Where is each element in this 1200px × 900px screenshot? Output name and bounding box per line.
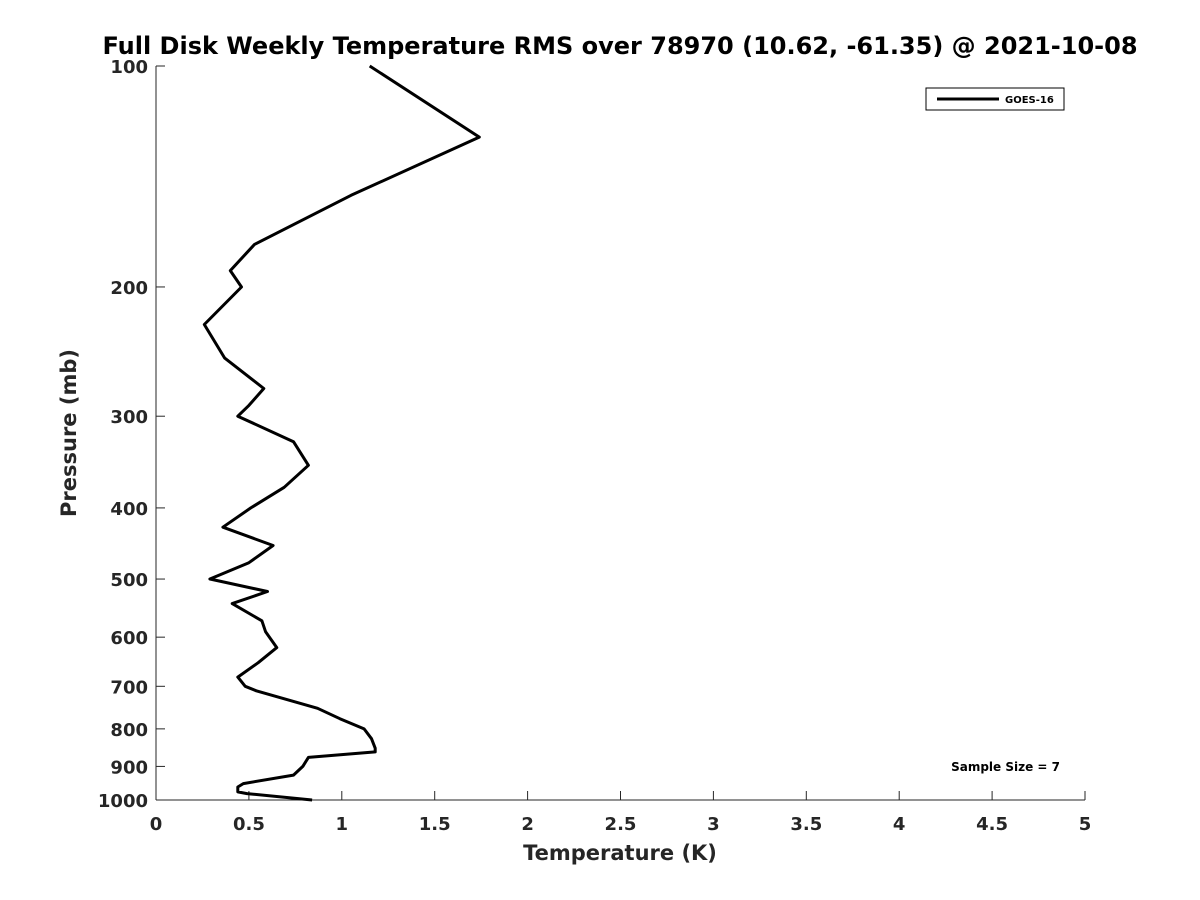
x-tick-label: 3.5 [790, 814, 822, 835]
chart-title: Full Disk Weekly Temperature RMS over 78… [102, 32, 1137, 60]
y-tick-label: 100 [110, 57, 148, 78]
y-tick-label: 800 [110, 720, 148, 741]
y-axis-label: Pressure (mb) [57, 349, 81, 517]
y-tick-label: 900 [110, 757, 148, 778]
y-tick-label: 300 [110, 407, 148, 428]
x-tick-label: 5 [1079, 814, 1092, 835]
y-tick-label: 400 [110, 499, 148, 520]
y-tick-label: 600 [110, 628, 148, 649]
y-tick-label: 700 [110, 677, 148, 698]
legend-label: GOES-16 [1005, 95, 1054, 106]
x-axis-label: Temperature (K) [523, 841, 717, 865]
x-axis-ticks: 0 0.5 1 1.5 2 2.5 3 3.5 4 4.5 5 [150, 791, 1092, 835]
y-tick-label: 200 [110, 278, 148, 299]
x-tick-label: 2 [521, 814, 534, 835]
x-tick-label: 1.5 [419, 814, 451, 835]
legend: GOES-16 [925, 87, 1065, 111]
x-tick-label: 4.5 [976, 814, 1008, 835]
x-tick-label: 1 [336, 814, 349, 835]
y-axis-ticks: 100 200 300 400 500 600 700 800 900 1000 [98, 57, 165, 812]
plot-area [155, 66, 1085, 801]
series-line-goes16 [202, 64, 481, 802]
x-tick-label: 2.5 [605, 814, 637, 835]
y-tick-label: 1000 [98, 791, 148, 812]
sample-size-annotation: Sample Size = 7 [951, 760, 1060, 774]
x-tick-label: 0.5 [233, 814, 265, 835]
y-tick-label: 500 [110, 570, 148, 591]
x-tick-label: 3 [707, 814, 720, 835]
x-tick-label: 0 [150, 814, 163, 835]
x-tick-label: 4 [893, 814, 906, 835]
